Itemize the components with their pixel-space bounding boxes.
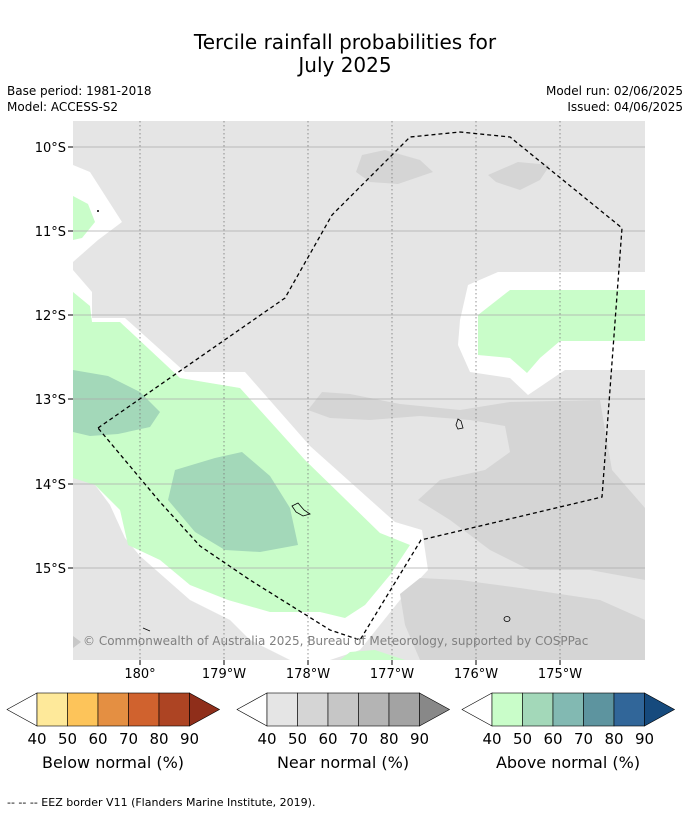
near-normal-40-50-northeast <box>488 162 550 190</box>
copyright-marker <box>73 636 81 648</box>
near-normal-40-50-south <box>400 578 645 660</box>
lon-label-175w: 175°W <box>538 667 582 682</box>
above-normal-40-50-northwest <box>73 196 95 240</box>
lon-ticks <box>139 660 561 665</box>
above-normal-40-50-east <box>478 290 645 373</box>
near-tick-label: 70 <box>349 730 368 748</box>
meta-right: Model run: 02/06/2025 Issued: 04/06/2025 <box>546 83 683 115</box>
above-colorbar-segment <box>552 692 584 727</box>
lat-label-15s: 15°S <box>35 562 66 577</box>
below-arrow-high <box>189 692 221 727</box>
lon-label-178w: 178°W <box>286 667 330 682</box>
near-colorbar-segment <box>266 692 298 727</box>
lat-label-13s: 13°S <box>35 393 66 408</box>
below-colorbar-segment <box>97 692 129 727</box>
lon-label-177w: 177°W <box>370 667 414 682</box>
lat-label-14s: 14°S <box>35 478 66 493</box>
below-tick-label: 80 <box>149 730 168 748</box>
base-period: Base period: 1981-2018 <box>7 84 152 98</box>
above-tick-label: 80 <box>604 730 623 748</box>
map-title: Tercile rainfall probabilities for July … <box>0 31 690 77</box>
near-tick-label: 90 <box>410 730 429 748</box>
colorbar-below-normal: 40 50 60 70 80 90 <box>6 692 221 748</box>
below-arrow-low <box>6 692 38 727</box>
lon-label-180: 180° <box>124 667 155 682</box>
title-line-2: July 2025 <box>298 53 392 77</box>
below-colorbar-segment <box>158 692 190 727</box>
near-arrow-high <box>419 692 451 727</box>
eez-border <box>97 131 623 641</box>
white-left-notch <box>73 165 122 262</box>
map-plot-area <box>73 121 645 660</box>
above-tick-label: 70 <box>574 730 593 748</box>
meta-left: Base period: 1981-2018 Model: ACCESS-S2 <box>7 83 152 115</box>
near-colorbar-segment <box>327 692 359 727</box>
island-2 <box>291 502 311 517</box>
above-colorbar-segment <box>491 692 523 727</box>
issued-date: Issued: 04/06/2025 <box>567 100 683 114</box>
above-arrow-low <box>461 692 493 727</box>
below-tick-label: 90 <box>180 730 199 748</box>
near-tick-label: 60 <box>318 730 337 748</box>
lon-label-179w: 179°W <box>202 667 246 682</box>
map-gridlines <box>73 146 645 569</box>
colorbar-near-normal: 40 50 60 70 80 90 <box>236 692 451 748</box>
below-normal-label: Below normal (%) <box>41 753 185 772</box>
below-colorbar-segment <box>128 692 160 727</box>
below-tick-label: 50 <box>58 730 77 748</box>
title-line-1: Tercile rainfall probabilities for <box>193 30 497 54</box>
below-tick-label: 40 <box>27 730 46 748</box>
near-tick-label: 40 <box>257 730 276 748</box>
above-tick-label: 40 <box>482 730 501 748</box>
model-run: Model run: 02/06/2025 <box>545 84 683 98</box>
above-normal-40-50-south <box>340 650 405 660</box>
above-tick-label: 50 <box>513 730 532 748</box>
above-colorbar-segment <box>522 692 554 727</box>
above-normal-label: Above normal (%) <box>495 753 641 772</box>
below-colorbar-segment <box>36 692 68 727</box>
near-colorbar-segment <box>358 692 390 727</box>
near-colorbar-segment <box>297 692 329 727</box>
above-colorbar-segment <box>613 692 645 727</box>
above-arrow-high <box>644 692 676 727</box>
above-normal-50-60-central <box>168 452 298 552</box>
copyright-notice: © Commonwealth of Australia 2025, Bureau… <box>83 634 588 648</box>
island-3 <box>503 616 511 622</box>
model-name: Model: ACCESS-S2 <box>7 100 119 114</box>
lat-label-10s: 10°S <box>35 141 66 156</box>
below-colorbar-segment <box>67 692 99 727</box>
above-tick-label: 60 <box>543 730 562 748</box>
lat-ticks <box>68 146 73 569</box>
island-4 <box>142 627 151 632</box>
eez-footnote: -- -- -- EEZ border V11 (Flanders Marine… <box>7 796 316 809</box>
island-1 <box>455 418 464 430</box>
above-colorbar-segment <box>583 692 615 727</box>
colorbar-above-normal: 40 50 60 70 80 90 <box>461 692 676 748</box>
near-tick-label: 50 <box>288 730 307 748</box>
island-5 <box>97 210 99 212</box>
lon-label-176w: 176°W <box>454 667 498 682</box>
near-tick-label: 80 <box>379 730 398 748</box>
near-normal-label: Near normal (%) <box>276 753 410 772</box>
above-tick-label: 90 <box>635 730 654 748</box>
above-normal-50-60-west <box>73 370 160 436</box>
near-normal-40-50-north <box>356 150 433 184</box>
lat-label-12s: 12°S <box>35 309 66 324</box>
near-normal-40-50-center <box>308 392 645 580</box>
map-meridians <box>139 121 561 660</box>
near-arrow-low <box>236 692 268 727</box>
below-tick-label: 60 <box>88 730 107 748</box>
below-tick-label: 70 <box>119 730 138 748</box>
lat-label-11s: 11°S <box>35 225 66 240</box>
near-colorbar-segment <box>388 692 420 727</box>
